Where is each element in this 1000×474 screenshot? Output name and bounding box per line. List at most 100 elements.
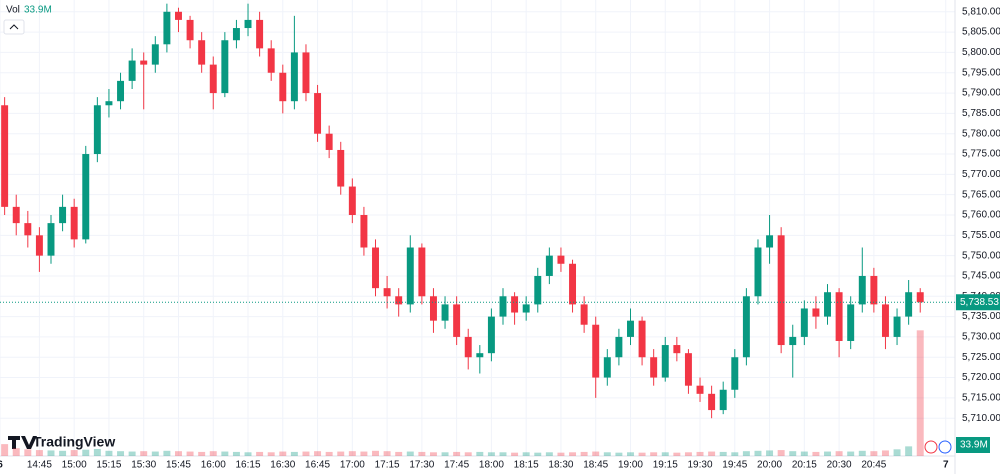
candle-body (534, 275, 542, 305)
x-tick-label: 15:30 (131, 460, 156, 471)
y-tick-label: 5,735.00 (962, 311, 1000, 322)
candle-body (650, 357, 658, 378)
candle-body (812, 308, 820, 317)
volume-bar (128, 451, 136, 456)
candle-body (221, 40, 229, 94)
volume-bar (232, 451, 240, 456)
volume-bar (267, 452, 275, 456)
volume-bar (221, 451, 229, 456)
volume-bar (870, 451, 878, 456)
volume-bar (650, 452, 658, 456)
volume-bar (638, 452, 646, 456)
volume-bar (70, 450, 78, 456)
volume-bar (522, 452, 530, 456)
volume-bar (47, 450, 55, 456)
candle-body (870, 275, 878, 305)
x-tick-label: 20:00 (757, 460, 782, 471)
candle-body (93, 105, 101, 155)
collapse-icon (9, 24, 19, 30)
candle-body (777, 235, 785, 346)
candle-body (117, 80, 125, 102)
y-tick-label: 5,810.00 (962, 6, 1000, 17)
candle-body (244, 19, 252, 29)
x-tick-label: 14:45 (27, 460, 52, 471)
volume-bar (35, 450, 43, 456)
candle-body (12, 206, 20, 224)
candle-body (731, 357, 739, 390)
x-tick-label: 17:30 (409, 460, 434, 471)
candle-body (893, 316, 901, 337)
volume-bar (696, 451, 704, 456)
candle-body (858, 275, 866, 305)
volume-bar (244, 452, 252, 456)
volume-bar (673, 452, 681, 456)
candle-body (696, 385, 704, 394)
y-tick-label: 5,715.00 (962, 393, 1000, 404)
volume-label-box (956, 437, 990, 453)
volume-bar (163, 450, 171, 456)
candle-body (742, 296, 750, 358)
candle-body (256, 19, 264, 49)
candle-body (186, 19, 194, 41)
volume-bar (499, 452, 507, 456)
candle-body (267, 48, 275, 73)
candle-body (406, 247, 414, 305)
candle-body (441, 304, 449, 321)
volume-bar (627, 452, 634, 456)
x-tick-label: 16:00 (201, 460, 226, 471)
y-tick-label: 5,795.00 (962, 67, 1000, 78)
candle-body (302, 52, 310, 94)
volume-bar (766, 450, 774, 456)
volume-bar (290, 451, 298, 456)
candle-body (580, 304, 588, 325)
x-tick-label: 18:00 (479, 460, 504, 471)
x-tick-label: 19:00 (618, 460, 643, 471)
x-tick-label: 15:15 (96, 460, 121, 471)
candle-body (35, 235, 43, 256)
x-tick-label: 17:15 (375, 460, 400, 471)
y-tick-label: 5,760.00 (962, 210, 1000, 221)
flag-icon[interactable] (938, 440, 952, 454)
volume-bar (337, 451, 345, 456)
candle-body (719, 389, 727, 411)
y-tick-label: 5,790.00 (962, 88, 1000, 99)
y-tick-label: 5,710.00 (962, 413, 1000, 424)
x-tick-label: 19:30 (688, 460, 713, 471)
candle-body (476, 353, 484, 358)
candle-body (569, 263, 577, 305)
volume-bar (754, 450, 762, 456)
volume-bar (476, 451, 484, 456)
last-price-label: 5,738.53 (960, 297, 999, 308)
volume-bar (186, 451, 194, 456)
volume-bar (453, 451, 461, 456)
candle-body (881, 304, 889, 337)
candle-body (916, 292, 924, 303)
y-tick-label: 5,765.00 (962, 189, 1000, 200)
volume-bar (511, 452, 519, 456)
volume-bar (93, 448, 101, 456)
volume-bar (256, 451, 264, 456)
volume-bar (24, 449, 32, 456)
volume-bar (893, 449, 901, 456)
y-tick-label: 5,755.00 (962, 230, 1000, 241)
collapse-button[interactable] (3, 19, 25, 35)
candle-body (661, 345, 669, 378)
volume-bar (905, 446, 913, 456)
y-tick-label: 5,800.00 (962, 47, 1000, 58)
candle-body (372, 247, 379, 289)
volume-bar (360, 451, 368, 456)
candle-body (603, 357, 611, 378)
x-tick-label: 6 (0, 460, 3, 471)
candle-body (232, 28, 240, 41)
volume-bar (557, 452, 565, 456)
candle-body (835, 292, 843, 341)
candle-body (395, 296, 403, 305)
candle-body (766, 235, 774, 248)
x-tick-label: 16:15 (236, 460, 261, 471)
candle-body (487, 316, 495, 354)
y-tick-label: 5,750.00 (962, 250, 1000, 261)
event-icon[interactable] (924, 440, 938, 454)
candle-body (684, 353, 692, 386)
volume-bar (372, 450, 379, 456)
volume-bar (708, 451, 716, 456)
